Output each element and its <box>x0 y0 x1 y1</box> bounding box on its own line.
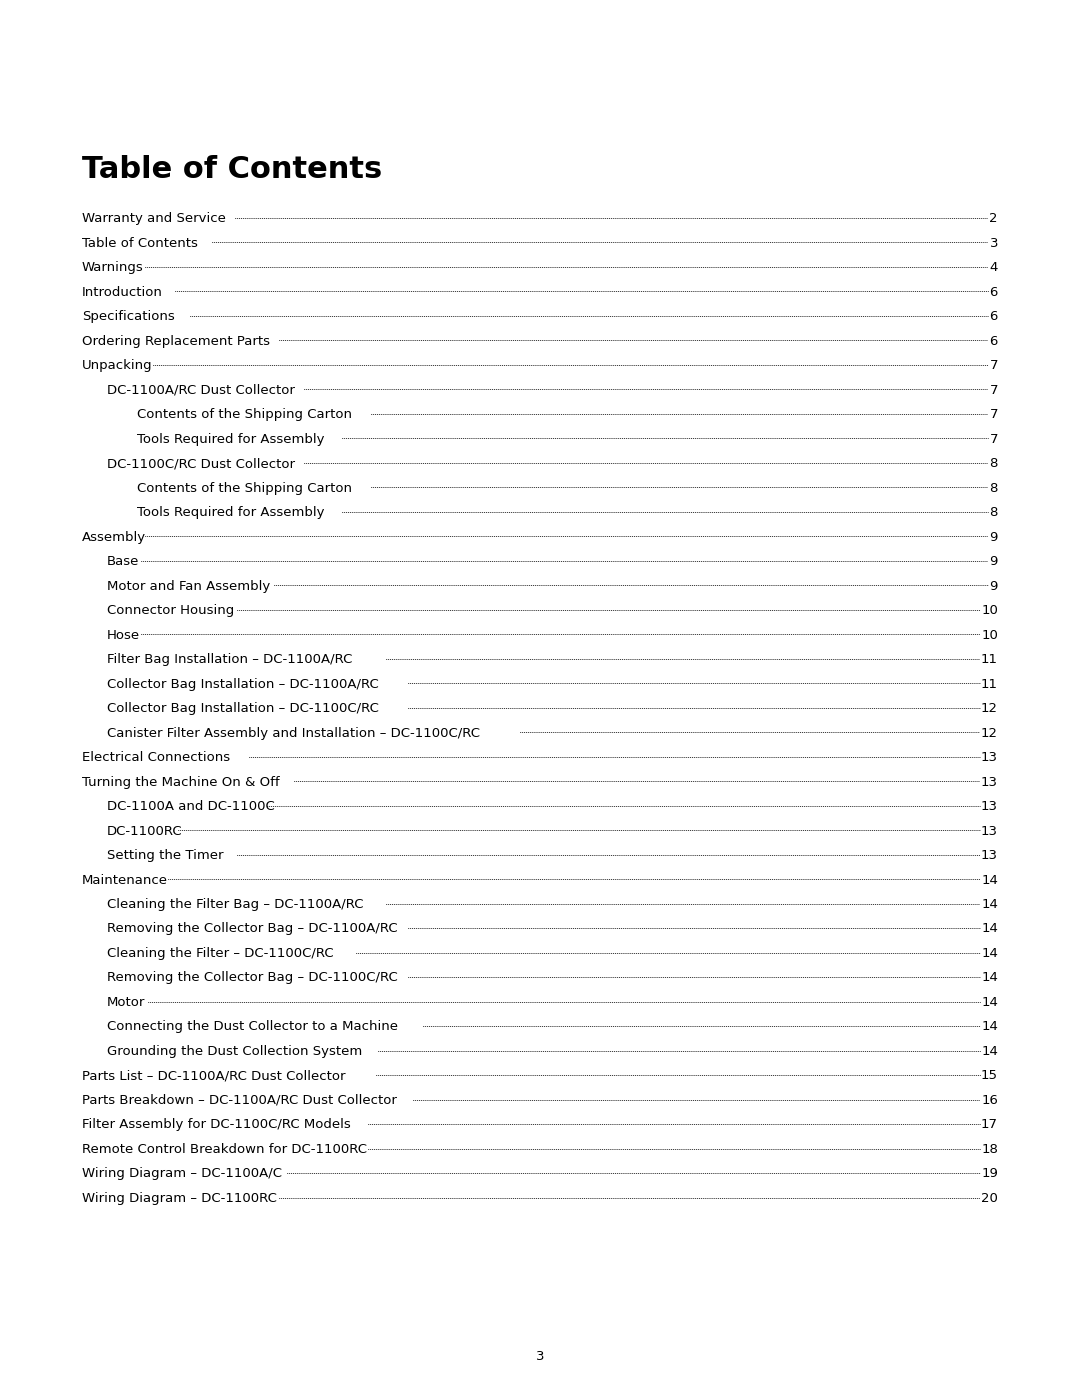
Text: Warnings: Warnings <box>82 261 144 274</box>
Text: Base: Base <box>107 555 139 569</box>
Text: Motor and Fan Assembly: Motor and Fan Assembly <box>107 580 270 592</box>
Text: 10: 10 <box>981 604 998 617</box>
Text: DC-1100RC: DC-1100RC <box>107 824 183 837</box>
Text: Collector Bag Installation – DC-1100C/RC: Collector Bag Installation – DC-1100C/RC <box>107 703 379 715</box>
Text: Wiring Diagram – DC-1100A/C: Wiring Diagram – DC-1100A/C <box>82 1168 282 1180</box>
Text: 13: 13 <box>981 800 998 813</box>
Text: 9: 9 <box>989 531 998 543</box>
Text: 6: 6 <box>989 310 998 323</box>
Text: 16: 16 <box>981 1094 998 1106</box>
Text: Parts Breakdown – DC-1100A/RC Dust Collector: Parts Breakdown – DC-1100A/RC Dust Colle… <box>82 1094 396 1106</box>
Text: 6: 6 <box>989 334 998 348</box>
Text: Removing the Collector Bag – DC-1100C/RC: Removing the Collector Bag – DC-1100C/RC <box>107 971 397 985</box>
Text: Remote Control Breakdown for DC-1100RC: Remote Control Breakdown for DC-1100RC <box>82 1143 367 1155</box>
Text: 9: 9 <box>989 580 998 592</box>
Text: Ordering Replacement Parts: Ordering Replacement Parts <box>82 334 270 348</box>
Text: Cleaning the Filter Bag – DC-1100A/RC: Cleaning the Filter Bag – DC-1100A/RC <box>107 898 364 911</box>
Text: 7: 7 <box>989 359 998 372</box>
Text: 15: 15 <box>981 1070 998 1083</box>
Text: 3: 3 <box>536 1350 544 1363</box>
Text: 14: 14 <box>981 1045 998 1058</box>
Text: Maintenance: Maintenance <box>82 873 168 887</box>
Text: 14: 14 <box>981 873 998 887</box>
Text: 13: 13 <box>981 752 998 764</box>
Text: 17: 17 <box>981 1119 998 1132</box>
Text: 8: 8 <box>989 482 998 495</box>
Text: Canister Filter Assembly and Installation – DC-1100C/RC: Canister Filter Assembly and Installatio… <box>107 726 480 739</box>
Text: 13: 13 <box>981 849 998 862</box>
Text: Cleaning the Filter – DC-1100C/RC: Cleaning the Filter – DC-1100C/RC <box>107 947 334 960</box>
Text: 14: 14 <box>981 996 998 1009</box>
Text: 7: 7 <box>989 433 998 446</box>
Text: 13: 13 <box>981 775 998 788</box>
Text: 10: 10 <box>981 629 998 641</box>
Text: Warranty and Service: Warranty and Service <box>82 212 226 225</box>
Text: 9: 9 <box>989 555 998 569</box>
Text: DC-1100C/RC Dust Collector: DC-1100C/RC Dust Collector <box>107 457 295 469</box>
Text: Table of Contents: Table of Contents <box>82 236 198 250</box>
Text: 18: 18 <box>981 1143 998 1155</box>
Text: Filter Assembly for DC-1100C/RC Models: Filter Assembly for DC-1100C/RC Models <box>82 1119 351 1132</box>
Text: Tools Required for Assembly: Tools Required for Assembly <box>137 506 324 520</box>
Text: 8: 8 <box>989 506 998 520</box>
Text: 6: 6 <box>989 285 998 299</box>
Text: 12: 12 <box>981 726 998 739</box>
Text: 11: 11 <box>981 652 998 666</box>
Text: Removing the Collector Bag – DC-1100A/RC: Removing the Collector Bag – DC-1100A/RC <box>107 922 397 936</box>
Text: 3: 3 <box>989 236 998 250</box>
Text: Contents of the Shipping Carton: Contents of the Shipping Carton <box>137 408 352 420</box>
Text: DC-1100A and DC-1100C: DC-1100A and DC-1100C <box>107 800 274 813</box>
Text: 11: 11 <box>981 678 998 690</box>
Text: Introduction: Introduction <box>82 285 163 299</box>
Text: Collector Bag Installation – DC-1100A/RC: Collector Bag Installation – DC-1100A/RC <box>107 678 379 690</box>
Text: 7: 7 <box>989 384 998 397</box>
Text: Connecting the Dust Collector to a Machine: Connecting the Dust Collector to a Machi… <box>107 1020 399 1034</box>
Text: Setting the Timer: Setting the Timer <box>107 849 224 862</box>
Text: Electrical Connections: Electrical Connections <box>82 752 230 764</box>
Text: 2: 2 <box>989 212 998 225</box>
Text: Contents of the Shipping Carton: Contents of the Shipping Carton <box>137 482 352 495</box>
Text: Connector Housing: Connector Housing <box>107 604 234 617</box>
Text: 14: 14 <box>981 971 998 985</box>
Text: Specifications: Specifications <box>82 310 175 323</box>
Text: DC-1100A/RC Dust Collector: DC-1100A/RC Dust Collector <box>107 384 295 397</box>
Text: Parts List – DC-1100A/RC Dust Collector: Parts List – DC-1100A/RC Dust Collector <box>82 1070 346 1083</box>
Text: Filter Bag Installation – DC-1100A/RC: Filter Bag Installation – DC-1100A/RC <box>107 652 352 666</box>
Text: 20: 20 <box>981 1192 998 1206</box>
Text: 14: 14 <box>981 947 998 960</box>
Text: 14: 14 <box>981 922 998 936</box>
Text: Turning the Machine On & Off: Turning the Machine On & Off <box>82 775 280 788</box>
Text: Table of Contents: Table of Contents <box>82 155 382 184</box>
Text: Tools Required for Assembly: Tools Required for Assembly <box>137 433 324 446</box>
Text: Grounding the Dust Collection System: Grounding the Dust Collection System <box>107 1045 362 1058</box>
Text: 4: 4 <box>989 261 998 274</box>
Text: 12: 12 <box>981 703 998 715</box>
Text: Motor: Motor <box>107 996 146 1009</box>
Text: 13: 13 <box>981 824 998 837</box>
Text: Assembly: Assembly <box>82 531 146 543</box>
Text: 14: 14 <box>981 1020 998 1034</box>
Text: 19: 19 <box>981 1168 998 1180</box>
Text: Unpacking: Unpacking <box>82 359 152 372</box>
Text: Wiring Diagram – DC-1100RC: Wiring Diagram – DC-1100RC <box>82 1192 276 1206</box>
Text: 8: 8 <box>989 457 998 469</box>
Text: 7: 7 <box>989 408 998 420</box>
Text: 14: 14 <box>981 898 998 911</box>
Text: Hose: Hose <box>107 629 140 641</box>
